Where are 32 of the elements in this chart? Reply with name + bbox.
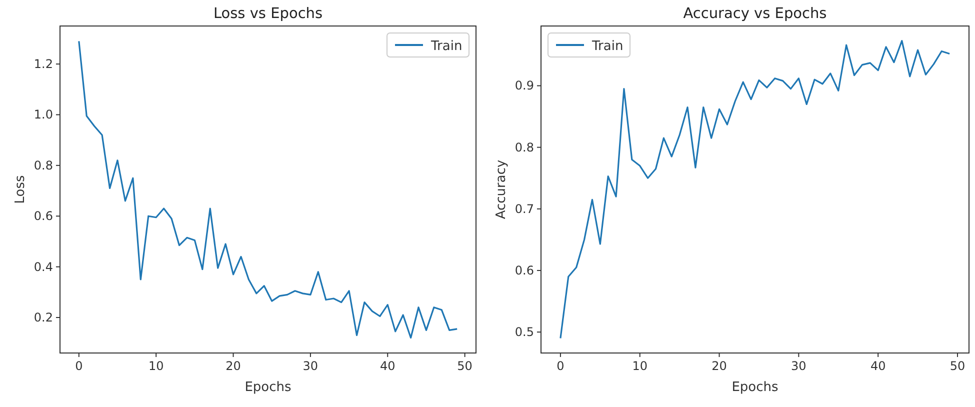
y-tick-label: 0.4	[34, 260, 53, 274]
x-tick-label: 20	[712, 359, 727, 373]
y-tick-label: 1.2	[34, 57, 53, 72]
y-axis-title: Loss	[13, 175, 28, 204]
x-axis-title: Epochs	[732, 380, 779, 395]
x-tick-label: 0	[75, 359, 83, 373]
y-axis-title: Accuracy	[494, 160, 509, 220]
x-tick-label: 40	[380, 359, 396, 373]
x-tick-label: 30	[791, 359, 806, 373]
y-tick-label: 0.8	[34, 158, 53, 172]
x-tick-label: 20	[226, 359, 241, 373]
y-tick-label: 0.8	[514, 140, 534, 154]
x-axis-title: Epochs	[244, 380, 292, 395]
x-tick-label: 10	[632, 359, 648, 373]
x-tick-label: 30	[302, 359, 318, 373]
y-tick-label: 0.6	[34, 209, 53, 224]
x-tick-label: 0	[556, 359, 564, 373]
legend-label: Train	[430, 39, 462, 54]
chart-title: Accuracy vs Epochs	[683, 6, 827, 22]
chart-title: Loss vs Epochs	[213, 6, 323, 22]
x-tick-label: 40	[870, 359, 886, 373]
x-tick-label: 10	[148, 359, 164, 373]
y-tick-label: 0.5	[514, 325, 534, 340]
y-tick-label: 1.0	[34, 108, 53, 122]
y-tick-label: 0.9	[514, 78, 534, 93]
y-tick-label: 0.7	[514, 202, 534, 216]
x-tick-label: 50	[457, 359, 472, 373]
y-tick-label: 0.2	[34, 310, 53, 325]
y-tick-label: 0.6	[514, 263, 534, 278]
legend-label: Train	[591, 39, 624, 54]
x-tick-label: 50	[950, 359, 966, 373]
line-series	[560, 40, 950, 340]
